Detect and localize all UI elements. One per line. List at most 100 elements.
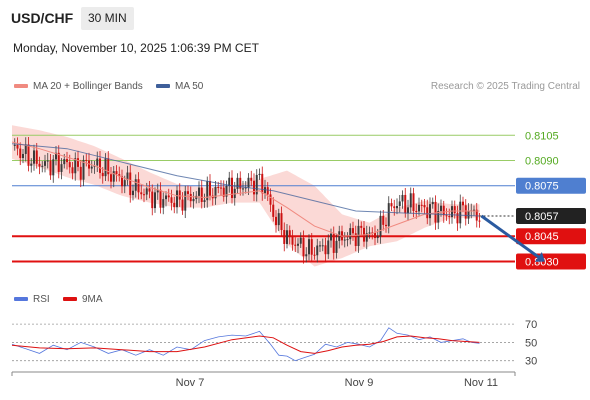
candle-body [121,176,123,187]
timestamp: Monday, November 10, 2025 1:06:39 PM CET [13,41,259,55]
candle-body [41,165,44,167]
legend-9ma: 9MA [63,294,103,305]
candle-body [173,202,176,208]
candle-body [187,191,189,194]
candle-body [269,194,272,205]
candle-body [404,194,407,214]
candle-body [310,239,313,255]
candle-body [35,150,38,164]
candle-body [167,195,170,198]
candle-body [189,193,192,202]
candle-body [68,162,71,168]
candle-body [401,194,404,202]
candle-body [112,171,115,182]
candle-body [123,180,126,187]
chart-header: USD/CHF 30 MIN [0,0,590,36]
level-box-5 [516,253,586,270]
candle-body [308,239,310,255]
candle-body [423,205,426,208]
candle-body [154,192,156,209]
candle-body [247,177,250,188]
candle-body [437,211,440,223]
candle-body [357,225,360,246]
candle-body [275,216,277,226]
candle-body [451,206,453,218]
candle-body [217,187,220,189]
candle-body [22,153,24,159]
candle-body [52,159,55,176]
candle-body [244,187,247,189]
level-label-0: 0.8105 [525,130,559,142]
candle-body [99,158,101,173]
x-tick-label-1: Nov 9 [345,377,374,389]
candle-body [200,187,203,202]
candle-body [162,199,165,208]
candle-body [277,213,280,226]
candle-body [354,233,357,246]
candle-body [209,180,211,196]
ma20-line [11,141,480,237]
candle-body [115,171,118,175]
candle-body [313,254,316,256]
candle-body [178,190,181,200]
candle-body [77,158,79,167]
candle-body [343,239,346,241]
candle-body [140,192,143,195]
candle-body [297,243,299,246]
candle-body [299,237,302,244]
candle-body [429,204,431,219]
candle-body [288,230,291,237]
candle-body [368,232,371,234]
timeframe-badge[interactable]: 30 MIN [81,7,134,30]
candle-body [286,230,288,244]
candle-body [280,213,283,231]
candle-body [332,233,335,253]
legend-ma50-label: MA 50 [175,81,204,92]
candle-body [321,245,324,247]
candle-body [462,201,464,206]
candle-body [396,205,398,209]
candle-body [214,187,217,199]
rsi-swatch [14,297,28,302]
legend-9ma-label: 9MA [82,294,103,305]
research-credit: Research © 2025 Trading Central [430,81,580,92]
candle-body [126,172,129,181]
ma50-swatch [156,84,170,89]
candle-body [409,193,412,208]
candle-body [74,158,77,174]
candle-body [49,160,52,176]
level-label-5: 0.8030 [525,256,559,268]
candle-body [478,220,481,222]
candle-body [82,159,85,180]
candle-body [107,158,110,175]
candle-body [387,203,390,227]
candle-body [85,159,88,161]
candle-body [225,185,228,197]
candle-body [145,188,148,195]
candle-body [434,201,437,223]
candle-body [151,191,154,209]
candle-body [110,174,112,182]
candle-body [79,166,82,180]
candle-body [165,195,167,200]
legend-ma50: MA 50 [156,81,203,92]
level-box-2 [516,177,586,194]
candle-body [467,210,470,219]
candle-body [316,245,319,256]
candle-body [418,204,420,212]
candle-body [374,232,376,239]
candle-body [198,187,200,196]
candle-body [385,224,387,227]
candle-body [44,161,46,166]
candle-body [376,236,379,239]
x-tick-label-2: Nov 11 [464,377,498,389]
candle-body [456,213,459,224]
candle-body [258,173,261,175]
rsi-tick-0: 30 [525,356,537,368]
candle-body [415,210,418,212]
candle-body [46,160,49,162]
rsi-ma-line [11,335,480,354]
candle-body [319,245,321,247]
legend-rsi: RSI [14,294,50,305]
